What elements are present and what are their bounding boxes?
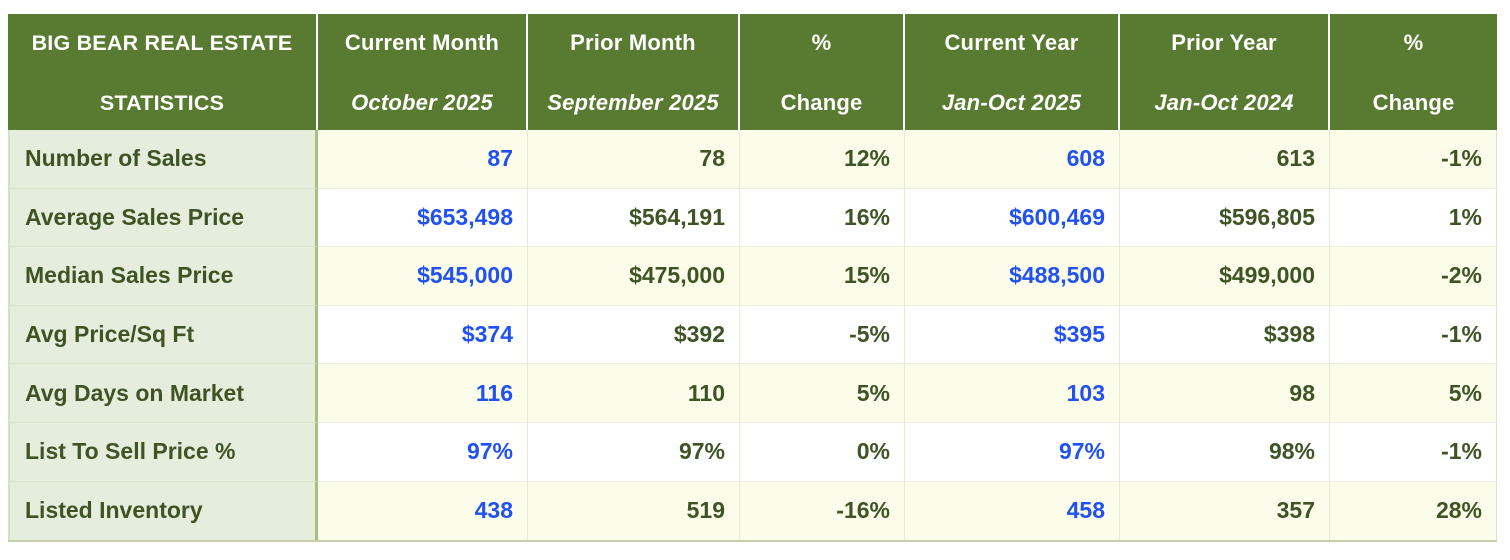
header-line1: %	[811, 30, 832, 55]
table-cell: 87	[318, 130, 528, 189]
table-cell: $398	[1120, 305, 1330, 365]
row-label: Avg Price/Sq Ft	[8, 305, 318, 365]
table-title: BIG BEAR REAL ESTATE STATISTICS	[8, 14, 318, 130]
table-cell: -1%	[1330, 130, 1497, 189]
header-cell-year-pct-change: % Change	[1330, 14, 1497, 130]
header-line2: Jan-Oct 2024	[1154, 90, 1294, 115]
table-cell: $395	[905, 305, 1120, 365]
header-cell-month-pct-change: % Change	[740, 14, 905, 130]
table-cell: 458	[905, 481, 1120, 541]
table-cell: -2%	[1330, 247, 1497, 306]
table-cell: 15%	[740, 247, 905, 306]
table-cell: 438	[318, 481, 528, 541]
table-cell: $596,805	[1120, 188, 1330, 248]
table-cell: 5%	[740, 364, 905, 423]
table-cell: -1%	[1330, 422, 1497, 482]
table-cell: $488,500	[905, 247, 1120, 306]
row-label: Number of Sales	[8, 130, 318, 189]
table-cell: 0%	[740, 422, 905, 482]
header-line2: October 2025	[351, 90, 493, 115]
table-cell: 97%	[905, 422, 1120, 482]
header-line2: Change	[780, 90, 863, 115]
real-estate-statistics-table: BIG BEAR REAL ESTATE STATISTICS Current …	[8, 14, 1497, 543]
table-cell: 608	[905, 130, 1120, 189]
header-cell-current-year: Current Year Jan-Oct 2025	[905, 14, 1120, 130]
table-cell: 97%	[528, 422, 740, 482]
table-cell: $499,000	[1120, 247, 1330, 306]
header-cell-prior-year: Prior Year Jan-Oct 2024	[1120, 14, 1330, 130]
table-title-line1: BIG BEAR REAL ESTATE	[31, 31, 293, 55]
header-line1: Current Year	[944, 30, 1079, 55]
table-cell: -16%	[740, 481, 905, 541]
table-cell: -1%	[1330, 305, 1497, 365]
header-line1: %	[1403, 30, 1424, 55]
table-cell: 98	[1120, 364, 1330, 423]
table-cell: 116	[318, 364, 528, 423]
header-cell-prior-month: Prior Month September 2025	[528, 14, 740, 130]
header-line1: Prior Year	[1171, 30, 1277, 55]
table-cell: 357	[1120, 481, 1330, 541]
table-cell: $545,000	[318, 247, 528, 306]
table-cell: 97%	[318, 422, 528, 482]
header-line2: Jan-Oct 2025	[941, 90, 1082, 115]
header-line2: September 2025	[547, 90, 719, 115]
row-label: Avg Days on Market	[8, 364, 318, 423]
row-label: Listed Inventory	[8, 481, 318, 541]
table-cell: 16%	[740, 188, 905, 248]
table-cell: 28%	[1330, 481, 1497, 541]
table-cell: 12%	[740, 130, 905, 189]
table-cell: $392	[528, 305, 740, 365]
table-cell: -5%	[740, 305, 905, 365]
header-line2: Change	[1372, 90, 1455, 115]
table-cell: $475,000	[528, 247, 740, 306]
table-cell: 5%	[1330, 364, 1497, 423]
row-label: List To Sell Price %	[8, 422, 318, 482]
table-cell: 519	[528, 481, 740, 541]
table-cell: $653,498	[318, 188, 528, 248]
header-cell-current-month: Current Month October 2025	[318, 14, 528, 130]
table-cell: $600,469	[905, 188, 1120, 248]
table-cell: 110	[528, 364, 740, 423]
table-cell: 103	[905, 364, 1120, 423]
table-cell: 98%	[1120, 422, 1330, 482]
row-label: Average Sales Price	[8, 188, 318, 248]
row-label: Median Sales Price	[8, 247, 318, 306]
table-cell: $564,191	[528, 188, 740, 248]
table-cell: 1%	[1330, 188, 1497, 248]
table-title-line2: STATISTICS	[99, 91, 225, 115]
header-line1: Current Month	[344, 30, 500, 55]
table-cell: $374	[318, 305, 528, 365]
table-cell: 78	[528, 130, 740, 189]
header-line1: Prior Month	[570, 30, 696, 55]
table-cell: 613	[1120, 130, 1330, 189]
